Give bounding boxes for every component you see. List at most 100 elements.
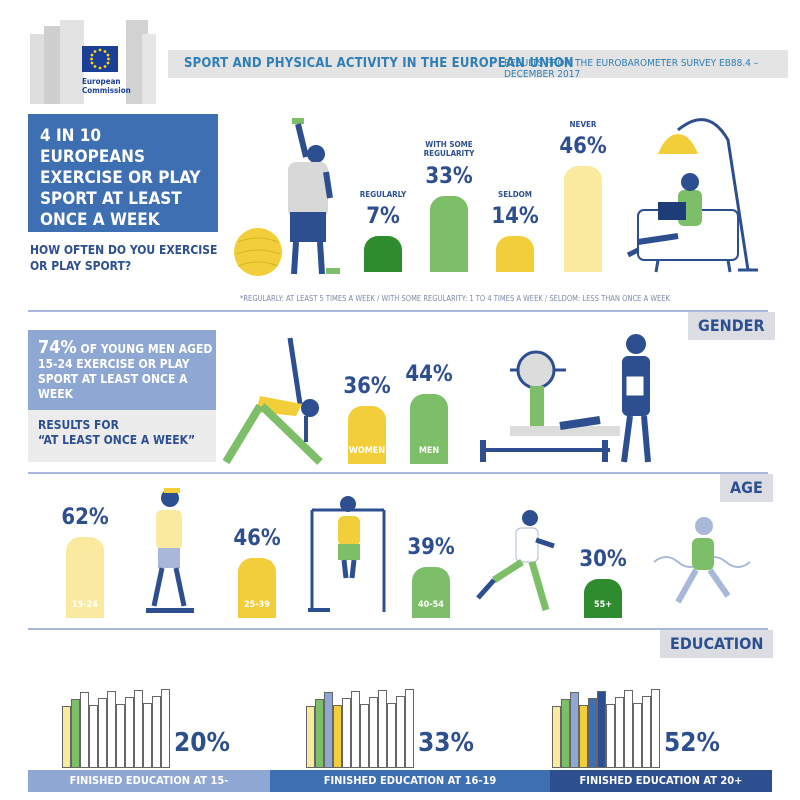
pull-up-bar-illustration [306,494,390,622]
gender-bar-label: WOMEN [348,446,386,456]
age-bar [238,558,276,618]
book-icon [552,706,561,768]
frequency-headline: 4 IN 10 EUROPEANS EXERCISE OR PLAY SPORT… [40,126,201,230]
gender-results: RESULTS FOR “AT LEAST ONCE A WEEK” [38,418,213,448]
book-icon [306,706,315,768]
book-icon [351,691,360,768]
book-icon [89,705,98,768]
gender-results-label: RESULTS FOR [38,418,119,432]
gender-tag: GENDER [688,312,775,340]
logo-text-line2: Commission [82,86,131,95]
book-icon [360,704,369,768]
book-icon [71,699,80,768]
page-title: SPORT AND PHYSICAL ACTIVITY IN THE EUROP… [184,56,574,71]
gender-headline-pct: 74% [38,337,77,358]
person-on-laptop-illustration [618,110,768,284]
book-icon [315,699,324,768]
education-bar: FINISHED EDUCATION AT 15- [28,770,270,792]
book-icon [80,692,89,768]
frequency-label: SELDOM [498,190,532,199]
book-icon [561,699,570,768]
divider-education [28,628,768,630]
education-pct: 20% [174,728,230,758]
frequency-label: WITH SOME REGULARITY [423,140,475,159]
book-icon [651,689,660,768]
frequency-question: HOW OFTEN DO YOU EXERCISE OR PLAY SPORT? [30,243,218,273]
frequency-pct: 14% [491,204,539,229]
logo-text-line1: European [82,77,121,86]
book-icon [396,696,405,768]
age-bar-label: 25-39 [244,600,270,610]
book-icon [606,704,615,768]
frequency-pct: 33% [425,164,473,190]
education-bar: FINISHED EDUCATION AT 20+ [550,770,772,792]
book-icon [125,697,134,768]
frequency-label: NEVER [569,120,597,130]
ec-logo [30,14,156,106]
stretching-man-illustration [226,112,346,286]
book-icon [642,696,651,768]
age-bar [584,579,622,618]
weightlifter-illustration [470,330,670,474]
book-icon [570,692,579,768]
book-icon [143,703,152,768]
book-icon [369,697,378,768]
book-icon [387,703,396,768]
education-bar: FINISHED EDUCATION AT 16-19 [270,770,550,792]
book-icon [116,704,125,768]
book-icon [579,705,588,768]
book-icon [588,698,597,768]
frequency-label: REGULARLY [359,190,407,199]
frequency-bar [430,196,468,272]
runner-illustration [474,510,558,618]
gender-bar [348,406,386,464]
book-icon [333,705,342,768]
book-icon [597,691,606,768]
book-icon [152,696,161,768]
book-icon [324,692,333,768]
book-icon [161,689,170,768]
gender-bar-label: MEN [418,446,440,456]
frequency-bar [364,236,402,272]
book-icon [98,698,107,768]
age-tag: AGE [720,474,773,502]
frequency-headline-box [28,114,218,232]
age-pct: 30% [579,547,627,572]
frequency-footnote: *REGULARLY: AT LEAST 5 TIMES A WEEK / WI… [240,294,670,303]
age-pct: 39% [407,535,455,561]
header-band [168,50,788,78]
book-icon [624,690,633,768]
frequency-pct: 46% [559,134,607,160]
age-bar-label: 55+ [593,600,613,610]
frequency-bar [564,166,602,272]
book-icon [342,698,351,768]
age-bar-label: 40-54 [418,600,444,610]
gender-pct: 44% [405,361,453,387]
gender-pct: 36% [343,374,391,400]
age-pct: 46% [233,526,281,552]
age-bar [66,537,104,618]
page-subtitle: RESULTS FROM THE EUROBAROMETER SURVEY EB… [504,58,759,80]
frequency-bar [496,236,534,272]
gender-headline-text: OF YOUNG MEN AGED 15-24 EXERCISE OR PLAY… [38,342,213,401]
logo-text: European Commission [82,77,131,95]
education-pct: 33% [418,728,474,758]
age-bar [412,567,450,618]
book-icon [107,691,116,768]
gender-headline-box [28,330,216,410]
book-icon [378,690,387,768]
swimmer-illustration [652,514,752,610]
frequency-pct: 7% [366,204,400,229]
divider-age [28,472,768,474]
eu-flag-icon [82,46,118,72]
gender-results-box [28,410,216,462]
book-icon [633,703,642,768]
book-icon [134,690,143,768]
education-tag: EDUCATION [660,630,774,658]
divider-gender [28,310,768,312]
skateboarder-illustration [134,488,198,624]
gender-headline: 74% OF YOUNG MEN AGED 15-24 EXERCISE OR … [38,337,213,402]
book-icon [62,706,71,768]
gender-results-quote: “AT LEAST ONCE A WEEK” [38,433,196,447]
book-icon [405,689,414,768]
